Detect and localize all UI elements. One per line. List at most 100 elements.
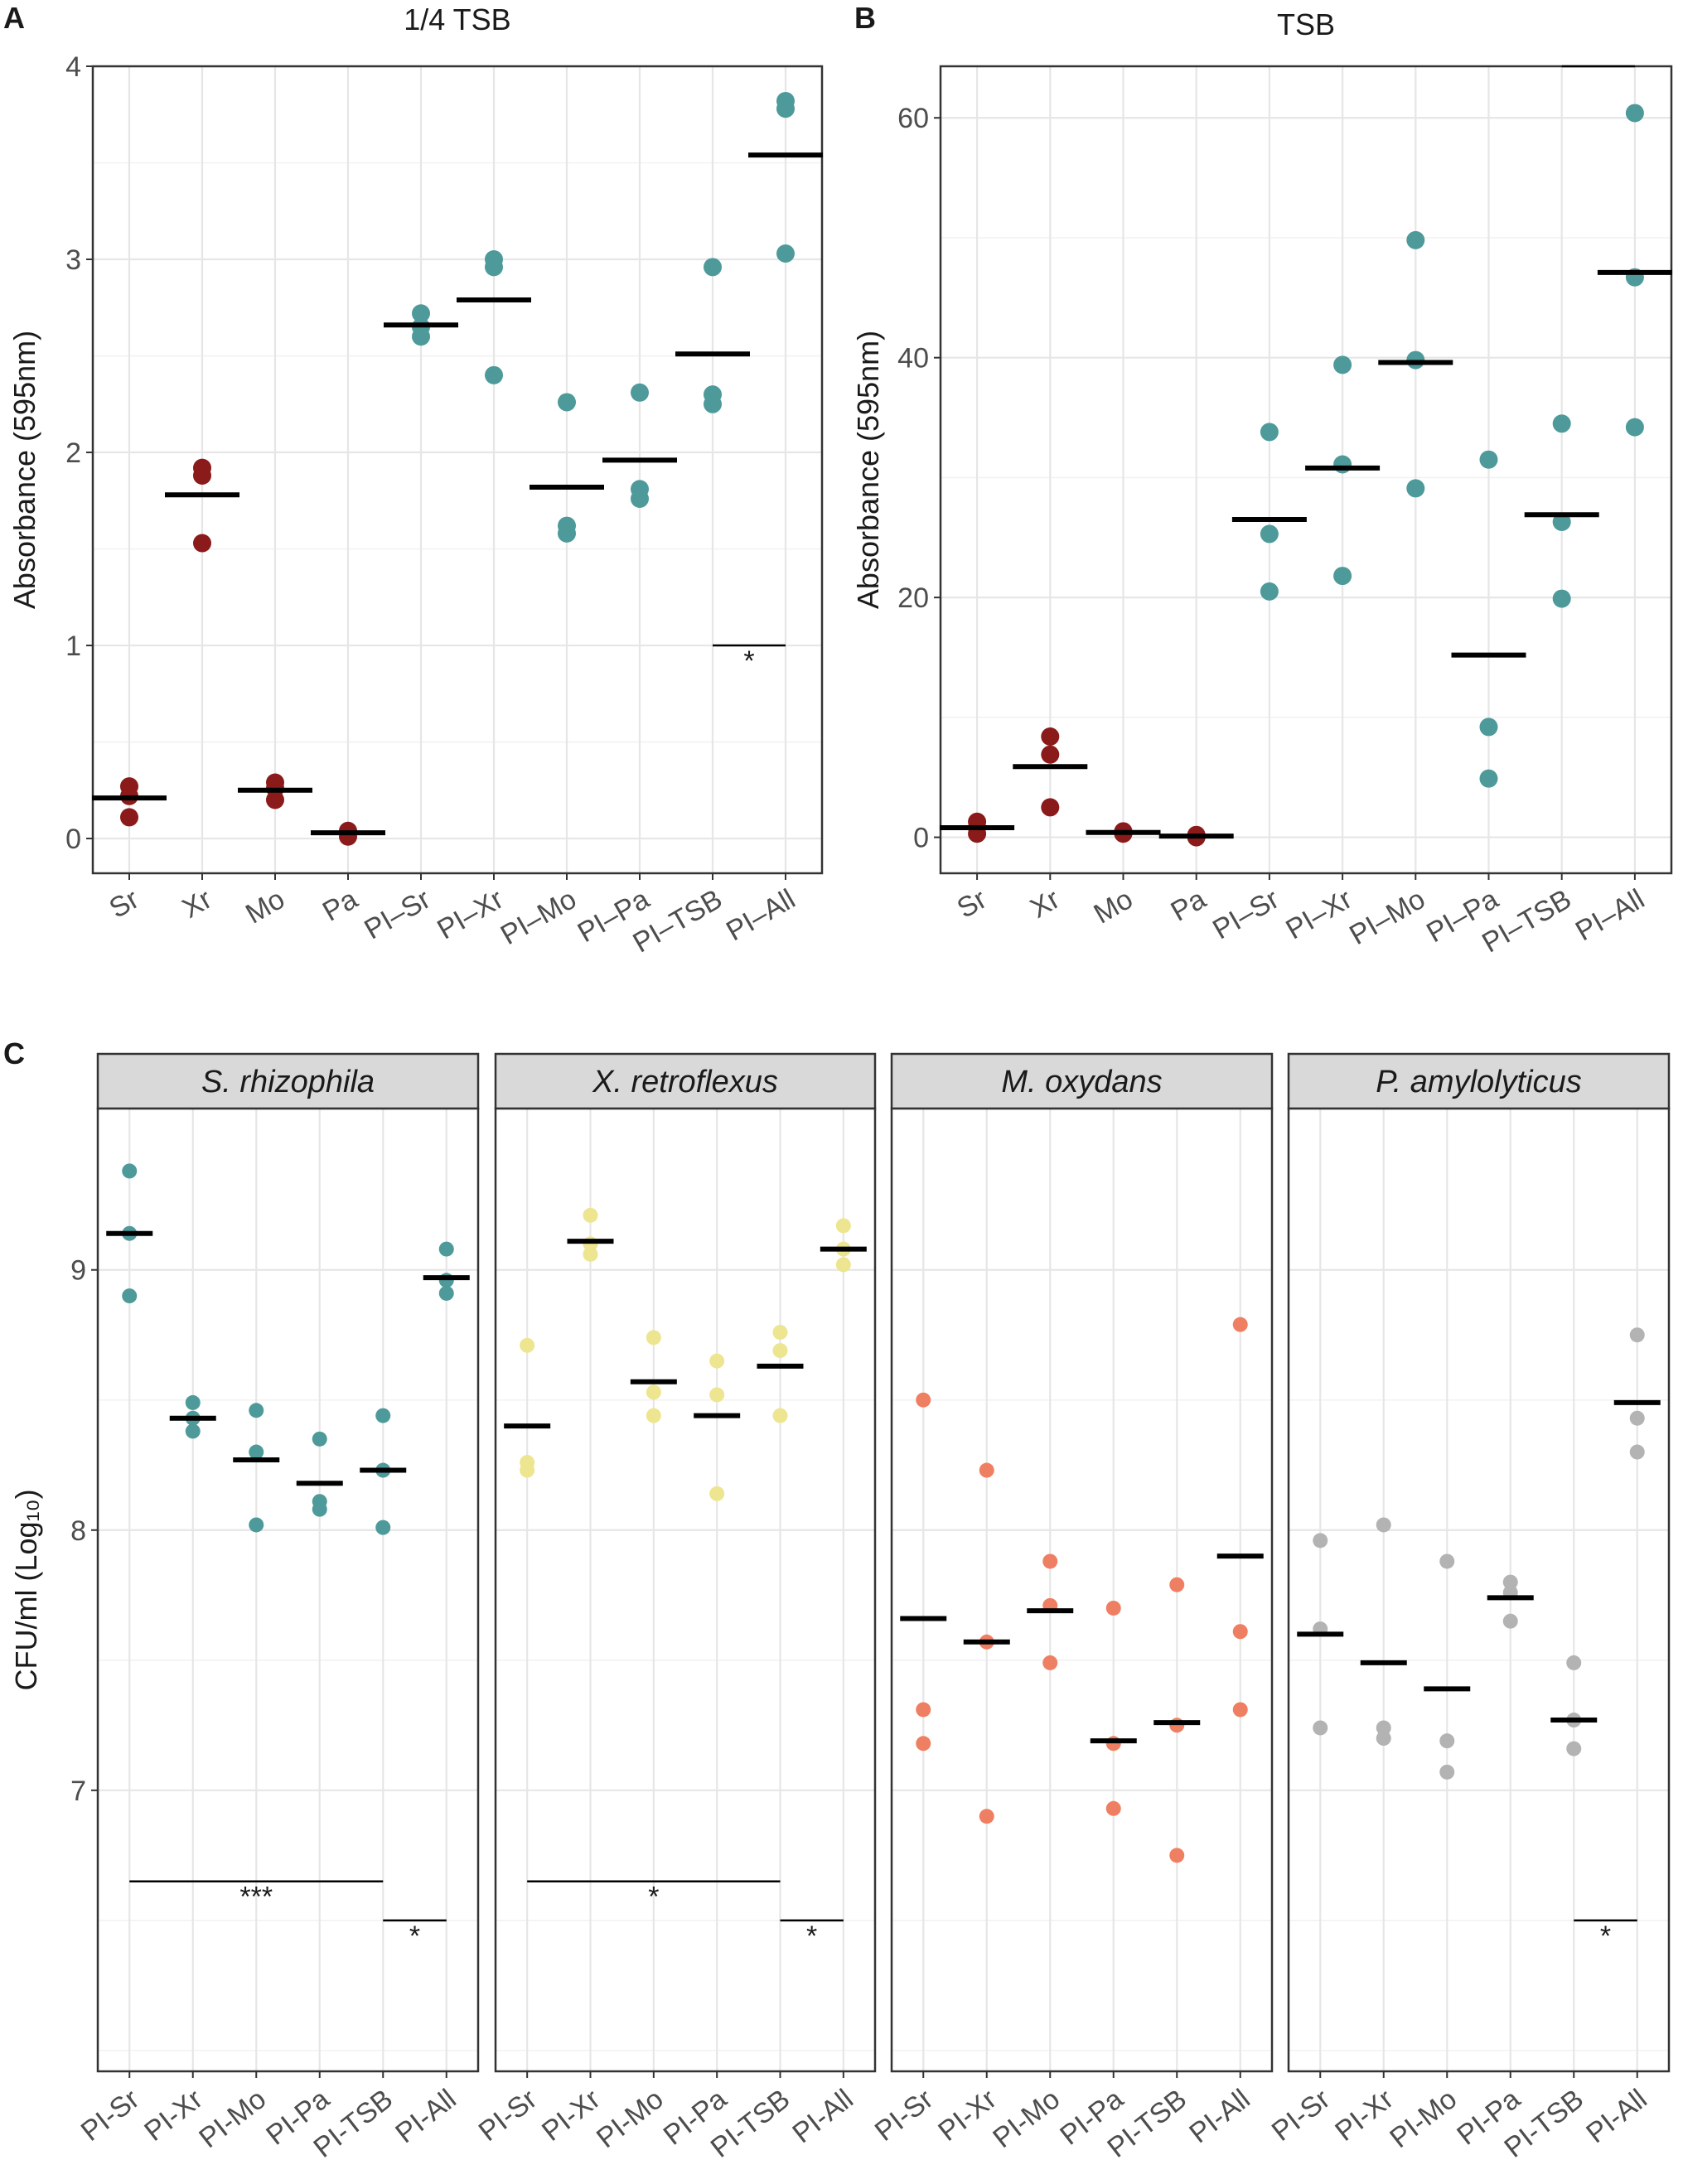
data-point — [1552, 589, 1571, 608]
chart-title: 1/4 TSB — [404, 2, 510, 36]
y-axis-title: CFU/ml (Log₁₀) — [9, 1489, 43, 1690]
data-point — [1041, 745, 1060, 764]
significance-label: * — [806, 1921, 817, 1952]
data-point — [1625, 418, 1644, 437]
data-point — [120, 808, 138, 827]
plot-area — [98, 1109, 478, 2071]
data-point — [249, 1517, 264, 1533]
facet-strip-label: M. oxydans — [1001, 1065, 1162, 1099]
x-tick-label: PI-Mo — [591, 2083, 670, 2154]
x-tick-label: PI-Xr — [932, 2083, 1002, 2148]
y-tick-label: 9 — [70, 1255, 86, 1287]
data-point — [776, 244, 795, 263]
x-tick-label: PI–Xr — [432, 883, 509, 945]
significance-label: * — [743, 645, 754, 677]
data-point — [583, 1246, 598, 1262]
data-point — [1479, 769, 1498, 788]
data-point — [375, 1520, 391, 1535]
x-tick-label: PI-Sr — [869, 2083, 939, 2148]
data-point — [1552, 512, 1571, 531]
data-point — [646, 1384, 661, 1400]
data-point — [122, 1163, 138, 1179]
data-point — [1479, 718, 1498, 737]
data-point — [1625, 104, 1644, 123]
x-tick-label: Pa — [317, 883, 363, 928]
data-point — [835, 1218, 851, 1234]
plot-area — [93, 66, 822, 873]
data-point — [1169, 1577, 1185, 1592]
plot-area — [1289, 1109, 1669, 2071]
data-point — [1376, 1720, 1391, 1736]
y-tick-label: 7 — [70, 1776, 86, 1807]
panel-letter-c: C — [3, 1036, 25, 1070]
facet-m-oxydans: M. oxydansPI-SrPI-XrPI-MoPI-PaPI-TSBPI-A… — [869, 1052, 1274, 2164]
y-tick-label: 20 — [897, 582, 929, 614]
data-point — [1042, 1553, 1058, 1569]
data-point — [1232, 1702, 1248, 1718]
data-point — [122, 1288, 138, 1304]
facet-x-retroflexus: X. retroflexusPI-SrPI-XrPI-MoPI-PaPI-TSB… — [473, 1052, 877, 2164]
data-point — [772, 1343, 788, 1359]
data-point — [1566, 1655, 1582, 1670]
data-point — [704, 258, 722, 277]
data-point — [1629, 1410, 1645, 1426]
x-tick-label: PI-Sr — [1266, 2083, 1336, 2148]
data-point — [1169, 1848, 1185, 1863]
data-point — [1376, 1517, 1391, 1533]
data-point — [312, 1501, 327, 1517]
x-tick-label: PI-Sr — [473, 2083, 543, 2148]
data-point — [1502, 1574, 1518, 1590]
data-point — [185, 1394, 201, 1410]
y-tick-label: 3 — [65, 244, 81, 276]
y-tick-label: 1 — [65, 631, 81, 662]
facet-strip — [1287, 1052, 1671, 1110]
facet-strip-label: S. rhizophila — [201, 1065, 375, 1099]
x-tick-label: PI–Mo — [1344, 883, 1430, 951]
data-point — [249, 1403, 264, 1418]
data-point — [1629, 1327, 1645, 1343]
x-tick-label: PI-Mo — [193, 2083, 272, 2154]
x-tick-label: Sr — [952, 883, 992, 925]
x-tick-label: PI–Mo — [496, 883, 582, 951]
data-point — [193, 534, 211, 553]
panel-letter-b: B — [854, 1, 876, 35]
panel-border — [96, 1107, 480, 2073]
plot-area — [892, 1109, 1272, 2071]
x-tick-label: Mo — [240, 883, 290, 930]
x-tick-label: Xr — [177, 883, 217, 925]
x-tick-label: PI-Mo — [1384, 2083, 1463, 2154]
data-point — [438, 1241, 454, 1257]
data-point — [1566, 1741, 1582, 1756]
data-point — [1232, 1624, 1248, 1640]
data-point — [1406, 479, 1425, 498]
data-point — [916, 1392, 931, 1408]
data-point — [1333, 455, 1352, 474]
panel-letter-a: A — [3, 1, 25, 35]
data-point — [631, 383, 649, 402]
data-point — [1041, 798, 1060, 817]
x-tick-label: Xr — [1025, 883, 1065, 925]
data-point — [520, 1462, 535, 1478]
plot-area — [496, 1109, 875, 2071]
data-point — [704, 394, 722, 413]
facet-strip-label: P. amylolyticus — [1376, 1065, 1582, 1099]
data-point — [646, 1408, 661, 1423]
data-point — [1439, 1733, 1455, 1749]
x-tick-label: Pa — [1166, 883, 1211, 928]
panel-border — [91, 65, 824, 875]
data-point — [709, 1486, 725, 1501]
x-tick-label: PI–Sr — [359, 883, 436, 945]
data-point — [1042, 1655, 1058, 1670]
data-point — [1041, 727, 1060, 747]
y-tick-label: 2 — [65, 437, 81, 469]
significance-label: * — [409, 1921, 420, 1952]
data-point — [438, 1285, 454, 1301]
x-tick-label: PI-Sr — [75, 2083, 145, 2148]
data-point — [979, 1809, 994, 1824]
y-tick-label: 0 — [65, 824, 81, 855]
panel-border — [1287, 1107, 1671, 2073]
x-tick-label: PI–All — [721, 883, 800, 947]
data-point — [1105, 1600, 1121, 1616]
data-point — [583, 1207, 598, 1223]
